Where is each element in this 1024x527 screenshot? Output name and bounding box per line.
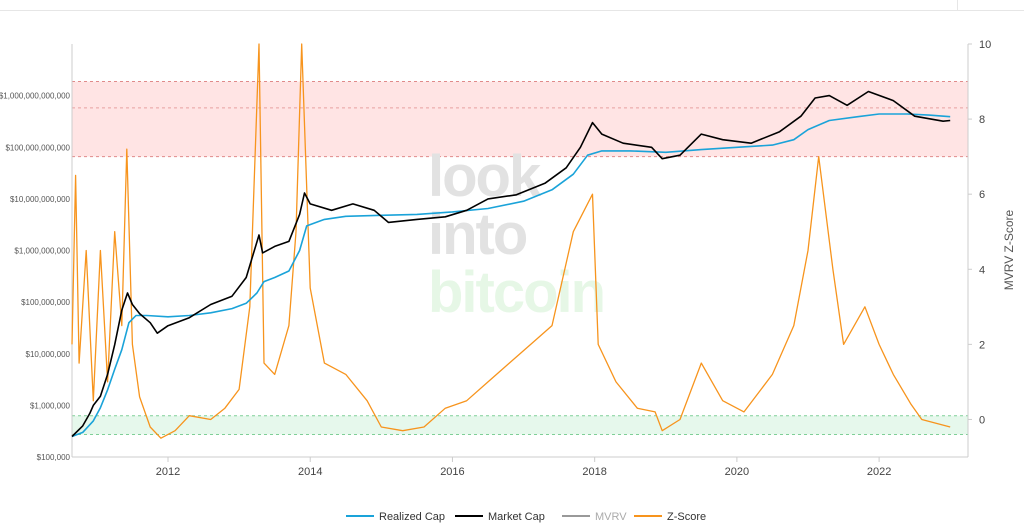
left-tick-label: $1,000,000,000: [14, 247, 70, 256]
watermark-line-1: look: [428, 144, 542, 209]
legend: Realized Cap Market Cap MVRV Z-Score: [346, 511, 706, 523]
legend-item-realized-cap[interactable]: Realized Cap: [346, 511, 445, 523]
top-bar-divider: [957, 0, 958, 10]
right-tick-label: 10: [979, 39, 991, 51]
right-tick-label: 0: [979, 414, 985, 426]
left-tick-label: $1,000,000,000,000: [0, 92, 71, 101]
x-tick-label: 2018: [582, 466, 606, 478]
legend-label: Z-Score: [667, 511, 706, 523]
right-axis-title: MVRV Z-Score: [1002, 209, 1016, 290]
watermark-line-3: bitcoin: [428, 260, 604, 325]
watermark-line-2: into: [428, 202, 527, 267]
right-tick-label: 6: [979, 189, 985, 201]
legend-item-mvrv[interactable]: MVRV: [562, 511, 627, 523]
left-tick-label: $10,000,000,000: [10, 195, 71, 204]
legend-item-market-cap[interactable]: Market Cap: [455, 511, 545, 523]
legend-label: Realized Cap: [379, 511, 445, 523]
undervalued-zone: [72, 415, 968, 435]
left-tick-label: $100,000: [37, 453, 71, 462]
left-tick-label: $100,000,000: [21, 298, 70, 307]
right-tick-label: 8: [979, 114, 985, 126]
right-tick-label: 2: [979, 339, 985, 351]
top-bar: [0, 0, 1024, 11]
legend-label: MVRV: [595, 511, 627, 523]
x-tick-label: 2020: [725, 466, 749, 478]
market-cap-line: [71, 90, 951, 438]
legend-label: Market Cap: [488, 511, 545, 523]
left-tick-label: $10,000,000: [26, 350, 71, 359]
overvalued-zone: [72, 81, 968, 157]
axes: [71, 44, 969, 458]
right-tick-label: 4: [979, 264, 985, 276]
legend-item-z-score[interactable]: Z-Score: [634, 511, 706, 523]
x-tick-label: 2016: [440, 466, 464, 478]
watermark: look into bitcoin: [428, 144, 606, 325]
x-tick-label: 2022: [867, 466, 891, 478]
zone-bands: [72, 81, 968, 435]
tick-labels: $100,000 $1,000,000 $10,000,000 $100,000,00…: [0, 39, 991, 478]
left-tick-label: $1,000,000: [30, 401, 71, 410]
series-layer: [71, 43, 951, 439]
z-score-line: [71, 43, 951, 439]
x-tick-label: 2012: [156, 466, 180, 478]
left-tick-label: $100,000,000,000: [5, 143, 70, 152]
x-tick-label: 2014: [298, 466, 322, 478]
realized-cap-line: [71, 113, 951, 438]
